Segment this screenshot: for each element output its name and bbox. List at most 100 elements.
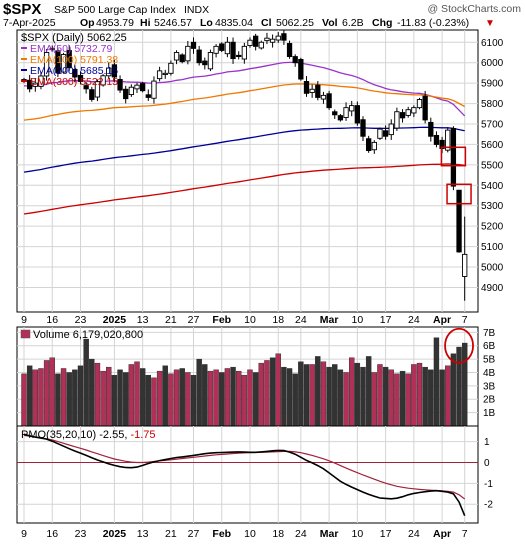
volume-bar — [32, 369, 38, 427]
volume-bar — [428, 369, 434, 427]
price-tick-label: 5000 — [481, 263, 504, 274]
candle-body — [382, 130, 389, 137]
x-tick-label: 9 — [21, 528, 27, 540]
x-tick-label: 13 — [137, 314, 149, 326]
pmo-tick-label: -1 — [484, 479, 493, 490]
candle-body — [394, 111, 400, 129]
volume-bar — [100, 370, 106, 427]
volume-bar — [422, 366, 428, 427]
pmo-grid — [17, 426, 478, 523]
x-tick-label: 24 — [408, 528, 420, 540]
volume-bar — [122, 372, 129, 427]
volume-bar — [60, 368, 67, 427]
pmo-signal-value: -1.75 — [130, 429, 155, 441]
pmo-lines — [23, 433, 466, 517]
candle-body — [337, 115, 344, 121]
candle-body — [145, 94, 151, 98]
exchange-label: INDX — [184, 4, 209, 16]
x-tick-label: 10 — [244, 528, 256, 540]
volume-bar — [332, 364, 338, 427]
x-tick-label: 18 — [272, 528, 284, 540]
change-down-arrow-icon: ▼ — [485, 18, 495, 29]
volume-bar — [26, 365, 33, 427]
candle-body — [55, 50, 61, 74]
candle-body — [462, 253, 468, 277]
pmo-legend-text: PMO(35,20,10) -2.55, -1.75 — [21, 429, 156, 441]
candle-body — [405, 109, 411, 116]
candle-body — [264, 37, 270, 42]
symbol-label: $SPX — [3, 1, 41, 18]
candle-body — [399, 112, 406, 119]
candle-body — [66, 49, 72, 69]
close-label: Cl — [261, 17, 272, 29]
price-tick-label: 5800 — [481, 99, 504, 110]
volume-bar — [382, 366, 389, 427]
x-tick-label: 21 — [165, 528, 177, 540]
candle-body — [60, 54, 67, 73]
volume-bar — [21, 373, 27, 427]
volume-tick-label: 5B — [483, 355, 496, 366]
volume-bar — [235, 370, 242, 427]
candle-body — [173, 52, 180, 61]
candle-body — [156, 70, 163, 80]
volume-bar — [394, 373, 400, 427]
close-value: 5062.25 — [276, 17, 314, 29]
ema-100-line — [23, 83, 466, 121]
candle-body — [309, 88, 315, 93]
x-tick-label: 24 — [408, 314, 420, 326]
volume-bar — [196, 358, 202, 427]
volume-tick-label: 4B — [483, 368, 496, 379]
price-tick-label: 5500 — [481, 160, 504, 171]
volume-bar — [445, 365, 451, 427]
candle-body — [207, 52, 214, 70]
volume-bar — [298, 361, 304, 427]
pmo-panel: 1 0 -1 -2 PMO(35,20,10) -2.55, -1.75 — [16, 425, 493, 524]
price-tick-label: 5700 — [481, 120, 504, 131]
candle-body — [100, 75, 106, 86]
volume-bar — [281, 366, 287, 427]
candle-body — [269, 38, 276, 43]
volume-bar — [411, 364, 417, 427]
volume-bar — [213, 369, 219, 427]
volume-bar — [179, 368, 185, 427]
candle-body — [219, 43, 225, 51]
candle-body — [179, 54, 185, 63]
volume-bar — [337, 369, 344, 427]
candle-body — [303, 81, 310, 94]
candle-body — [38, 75, 44, 87]
volume-bar — [219, 372, 225, 427]
candle-body — [252, 35, 259, 47]
volume-bar — [66, 372, 72, 427]
chart-header: $SPX S&P 500 Large Cap Index INDX @ Stoc… — [3, 1, 521, 29]
volume-bar — [207, 370, 214, 427]
legend-entry: EMA(50) 5732.79 — [30, 43, 112, 55]
quote-date: 7-Apr-2025 — [3, 17, 56, 29]
volume-bar — [377, 364, 383, 427]
volume-bar — [462, 342, 468, 427]
candle-body — [224, 41, 231, 55]
low-value: 4835.04 — [215, 17, 253, 29]
x-tick-label: 10 — [244, 314, 256, 326]
volume-bar — [202, 364, 208, 427]
candle-body — [230, 41, 236, 60]
stockcharts-watermark[interactable]: @ StockCharts.com — [427, 3, 521, 15]
candlesticks — [21, 30, 468, 301]
pmo-tick-label: 0 — [484, 458, 490, 469]
x-tick-label: 24 — [295, 314, 307, 326]
volume-bar — [156, 370, 163, 427]
x-tick-label: 10 — [352, 528, 364, 540]
volume-bar — [49, 357, 55, 427]
legend-entry: EMA(100) 5791.38 — [30, 54, 118, 66]
volume-bar — [94, 362, 101, 427]
volume-tick-label: 7B — [483, 328, 496, 339]
x-tick-label: Apr — [433, 314, 451, 326]
volume-bar — [326, 366, 332, 427]
volume-bar — [365, 356, 372, 427]
candle-body — [236, 54, 242, 58]
volume-bar — [151, 377, 157, 427]
price-y-axis: 4900 5000 5100 5200 5300 5400 5500 5600 5700 5800… — [481, 38, 504, 294]
candle-body — [83, 85, 89, 90]
candle-body — [168, 62, 174, 74]
volume-bar — [77, 365, 84, 427]
high-label: Hi — [140, 17, 151, 29]
